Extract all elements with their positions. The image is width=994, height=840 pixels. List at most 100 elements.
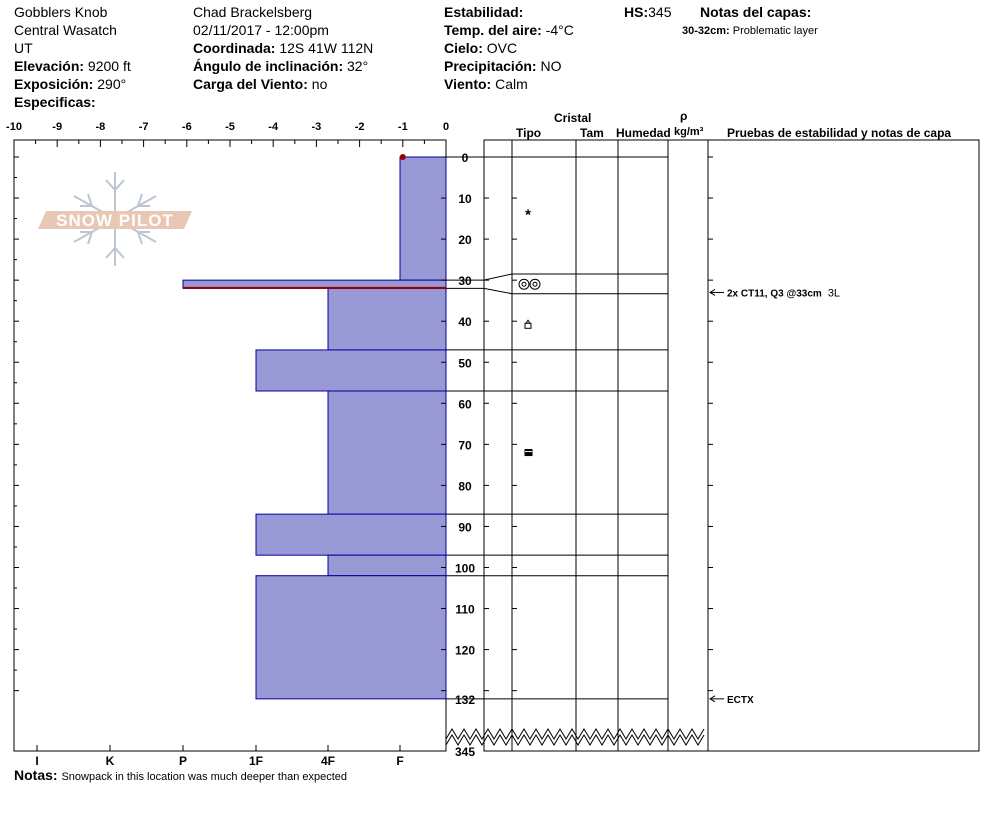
layer-notes-label: Notas del capas:	[700, 4, 812, 20]
observer-name: Chad Brackelsberg	[193, 4, 313, 20]
temp-tick-label: -4	[268, 121, 279, 133]
test-arrow-head	[709, 289, 716, 296]
layer-bar	[399, 156, 447, 281]
temp-tick-label: -2	[355, 121, 365, 133]
slope-angle: Ángulo de inclinación: 32°	[193, 58, 368, 74]
moisture-header: Humedad	[616, 126, 671, 140]
elevation: Elevación: 9200 ft	[14, 58, 131, 74]
layer-bar	[327, 287, 447, 351]
temp-tick-label: -5	[225, 121, 235, 133]
type-header: Tipo	[516, 126, 542, 140]
snowpilot-logo: SNOW PILOT	[38, 172, 192, 266]
windload-label: Carga del Viento:	[193, 76, 308, 92]
layer-note-text: Problematic layer	[732, 25, 818, 37]
layer-note-range: 30-32cm:	[682, 25, 730, 37]
density-unit-header: kg/m³	[674, 126, 704, 138]
layer-bar	[327, 390, 447, 515]
sky-label: Cielo:	[444, 40, 483, 56]
sky-value: OVC	[486, 40, 518, 56]
slope-label: Ángulo de inclinación:	[193, 58, 344, 74]
rho-header: ρ	[680, 109, 688, 123]
layer-bar	[327, 554, 447, 577]
observation-datetime: 02/11/2017 - 12:00pm	[193, 22, 329, 38]
notes-text: Snowpack in this location was much deepe…	[61, 771, 348, 783]
depth-tick-label: 50	[458, 356, 472, 370]
stability-test-label: ECTX	[727, 695, 754, 706]
hs-value: 345	[648, 4, 672, 20]
temp-tick-label: -1	[398, 121, 408, 133]
depth-tick-label: 345	[455, 745, 475, 759]
tests-panel-frame	[707, 139, 980, 752]
windload-value: no	[311, 76, 328, 92]
grain-symbol-rounds	[532, 281, 538, 287]
precipitation: Precipitación: NO	[444, 58, 561, 74]
temp-tick-label: -6	[182, 121, 192, 133]
sky-condition: Cielo: OVC	[444, 40, 517, 56]
hardness-tick-label: K	[106, 754, 115, 768]
layer-bar	[255, 349, 447, 392]
grain-symbol-rounds	[529, 278, 541, 290]
elevation-label: Elevación:	[14, 58, 85, 74]
air-temperature: Temp. del aire: -4°C	[444, 22, 574, 38]
layer-bar	[255, 575, 447, 700]
coordinate-label: Coordinada:	[193, 40, 276, 56]
state-name: UT	[14, 40, 33, 56]
range-name: Central Wasatch	[14, 22, 117, 38]
wind: Viento: Calm	[444, 76, 528, 92]
hardness-tick-label: 1F	[249, 754, 263, 768]
depth-break-zigzag	[445, 734, 705, 746]
grain-symbol-facets	[525, 319, 531, 324]
depth-tick-label: 100	[455, 562, 475, 576]
depth-tick-label: 0	[462, 151, 469, 165]
grain-symbol-mixed	[524, 449, 533, 457]
precip-value: NO	[540, 58, 562, 74]
specifics-label: Especificas:	[14, 94, 96, 110]
hardness-tick-label: F	[396, 754, 403, 768]
hardness-tick-label: I	[35, 754, 38, 768]
precip-label: Precipitación:	[444, 58, 537, 74]
notes-label: Notas:	[14, 767, 58, 783]
logo-banner	[38, 211, 192, 229]
depth-tick-label: 40	[458, 315, 472, 329]
test-arrow-head	[709, 695, 716, 703]
stability-label: Estabilidad:	[444, 4, 524, 20]
depth-tick-label: 30	[458, 274, 472, 288]
depth-tick-label: 70	[458, 438, 472, 452]
temp-tick-label: 0	[443, 121, 449, 133]
grain-symbol-star: *	[525, 206, 531, 223]
chart-layer: -10 -9 -8 -7 -6 -5 -4 -3 -2 -1 0I K P 1F 4F F0102030405…	[6, 121, 980, 768]
wind-value: Calm	[495, 76, 528, 92]
depth-tick-label: 20	[458, 233, 472, 247]
aspect-label: Exposición:	[14, 76, 94, 92]
layer-boundary-connector	[446, 273, 513, 281]
depth-break-zigzag	[445, 728, 705, 740]
stability-test-label: 2x CT11, Q3 @33cm 3L	[727, 287, 840, 299]
size-header: Tam	[580, 126, 604, 140]
slope-value: 32°	[347, 58, 369, 74]
coordinate-value: 12S 41W 112N	[279, 40, 374, 56]
depth-tick-label: 10	[458, 192, 472, 206]
depth-tick-label: 132	[455, 693, 475, 707]
airtemp-value: -4°C	[545, 22, 574, 38]
temp-tick-label: -3	[312, 121, 322, 133]
grain-symbol-rounds	[521, 281, 527, 287]
airtemp-label: Temp. del aire:	[444, 22, 542, 38]
temp-tick-label: -9	[52, 121, 62, 133]
layer-bar	[255, 513, 447, 556]
layer-boundary-connector	[446, 287, 513, 295]
elevation-value: 9200 ft	[87, 58, 131, 74]
wind-label: Viento:	[444, 76, 492, 92]
layer-note: 30-32cm: Problematic layer	[682, 23, 818, 39]
depth-tick-label: 80	[458, 479, 472, 493]
stability-test-extra: 3L	[828, 287, 840, 299]
coordinate: Coordinada: 12S 41W 112N	[193, 40, 373, 56]
location-name: Gobblers Knob	[14, 4, 108, 20]
grain-symbol-facets	[524, 322, 532, 329]
temperature-point	[399, 154, 406, 160]
depth-tick-label: 60	[458, 397, 472, 411]
depth-tick-label: 90	[458, 520, 472, 534]
logo-text: SNOW PILOT	[56, 211, 174, 230]
aspect-value: 290°	[97, 76, 127, 92]
tests-header: Pruebas de estabilidad y notas de capa	[727, 126, 952, 140]
